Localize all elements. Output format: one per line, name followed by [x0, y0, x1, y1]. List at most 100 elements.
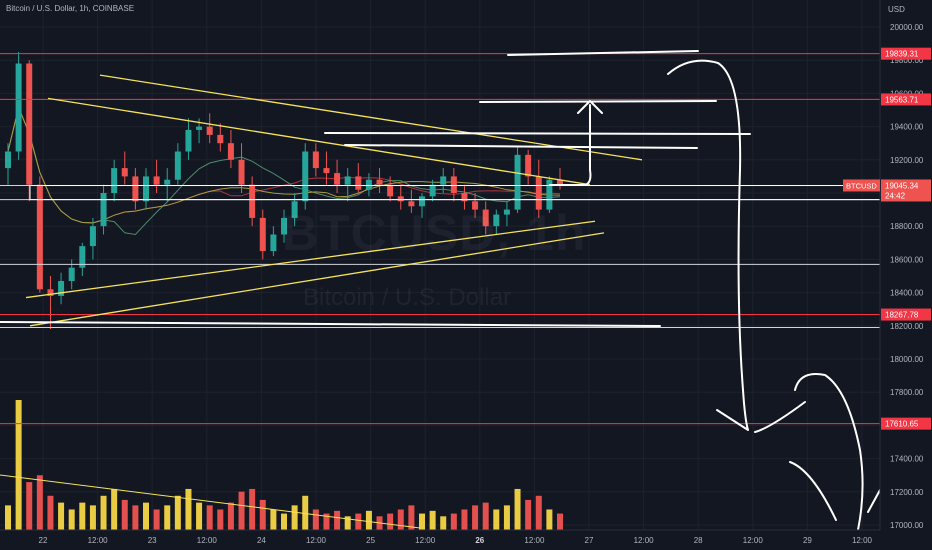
volume-bar — [196, 502, 203, 530]
candle-body — [503, 209, 510, 215]
watermark-symbol: BTCUSD, 1h — [282, 205, 587, 261]
candle-body — [58, 280, 65, 296]
trendline — [99, 74, 643, 161]
volume-bar — [312, 509, 319, 530]
volume-bar — [206, 505, 213, 530]
freehand-stroke — [667, 59, 749, 431]
volume-bar — [36, 475, 43, 530]
candle-body — [227, 143, 234, 160]
trendlines — [25, 74, 643, 327]
trendline — [47, 97, 591, 186]
horizontal-lines — [0, 53, 881, 425]
candle-body — [89, 226, 96, 247]
chart-title: Bitcoin / U.S. Dollar, 1h, COINBASE — [6, 4, 135, 13]
candle-body — [450, 176, 457, 193]
volume-bar — [557, 513, 563, 530]
candle-body — [36, 184, 43, 290]
volume-bar — [238, 491, 245, 530]
candle-body — [472, 201, 479, 210]
freehand-stroke — [507, 50, 699, 56]
candle-body — [387, 184, 394, 197]
volume-bar — [334, 510, 341, 530]
volume-bar — [153, 509, 160, 530]
candles-layer — [5, 51, 563, 330]
candle-body — [355, 176, 362, 190]
volume-bar — [164, 505, 171, 530]
freehand-stroke — [867, 489, 881, 513]
candle-body — [5, 151, 11, 169]
candle-body — [514, 154, 521, 210]
volume-bar — [26, 482, 33, 530]
volume-bar — [493, 509, 500, 530]
candle-body — [546, 179, 553, 210]
volume-bar — [259, 499, 266, 530]
candle-body — [185, 129, 192, 152]
volume-bar — [281, 513, 287, 530]
volume-bar — [68, 509, 75, 530]
watermark-name: Bitcoin / U.S. Dollar — [303, 284, 512, 311]
volume-bar — [472, 505, 479, 530]
candle-body — [291, 201, 298, 218]
volume-bar — [387, 513, 394, 530]
candle-body — [121, 168, 128, 177]
volume-bar — [227, 502, 234, 530]
volume-bar — [100, 495, 107, 530]
trendline — [29, 232, 605, 327]
volume-bar — [355, 513, 362, 530]
freehand-stroke — [479, 100, 717, 103]
candle-body — [482, 209, 489, 227]
freehand-stroke — [754, 401, 806, 433]
volume-bar — [344, 516, 351, 530]
volume-bar — [450, 513, 457, 530]
volume-bar — [397, 509, 404, 530]
candle-body — [270, 234, 277, 252]
candle-body — [132, 176, 139, 202]
candle-body — [429, 184, 436, 197]
volume-bar — [429, 510, 436, 530]
candle-body — [79, 246, 86, 268]
volume-bar — [270, 509, 277, 530]
freehand-stroke — [344, 144, 698, 149]
candle-body — [100, 193, 107, 227]
candle-body — [68, 267, 75, 281]
candle-body — [323, 168, 330, 174]
volume-bar — [58, 502, 65, 530]
candle-body — [153, 176, 160, 185]
candle-body — [312, 151, 319, 169]
candle-body — [302, 151, 309, 202]
candle-body — [365, 179, 372, 190]
volume-bar — [132, 505, 139, 530]
volume-bar — [365, 510, 372, 530]
volume-bar — [291, 505, 298, 530]
freehand-stroke — [794, 373, 864, 531]
freehand-stroke — [789, 461, 837, 521]
candle-body — [557, 179, 563, 186]
candle-body — [440, 176, 447, 185]
volume-trendline — [0, 474, 421, 529]
volume-bar — [514, 488, 521, 530]
volume-layer — [0, 400, 563, 530]
freehand-stroke — [0, 321, 661, 327]
candle-body — [249, 184, 256, 218]
trendline — [25, 220, 596, 299]
volume-bar — [482, 502, 489, 530]
candle-body — [47, 289, 54, 296]
candle-body — [376, 179, 383, 185]
candle-body — [535, 176, 542, 210]
candle-body — [408, 201, 415, 207]
volume-bar — [15, 400, 22, 530]
candle-body — [419, 196, 425, 207]
candle-body — [334, 173, 341, 185]
candle-body — [196, 126, 203, 130]
freehand-drawings — [0, 50, 881, 531]
candle-body — [15, 63, 22, 152]
freehand-stroke — [324, 132, 751, 135]
candle-body — [461, 193, 468, 202]
moving-average-line — [7, 105, 561, 224]
volume-bar — [111, 488, 118, 530]
volume-bar — [525, 499, 532, 530]
volume-bar — [249, 488, 256, 530]
candle-body — [111, 168, 118, 193]
